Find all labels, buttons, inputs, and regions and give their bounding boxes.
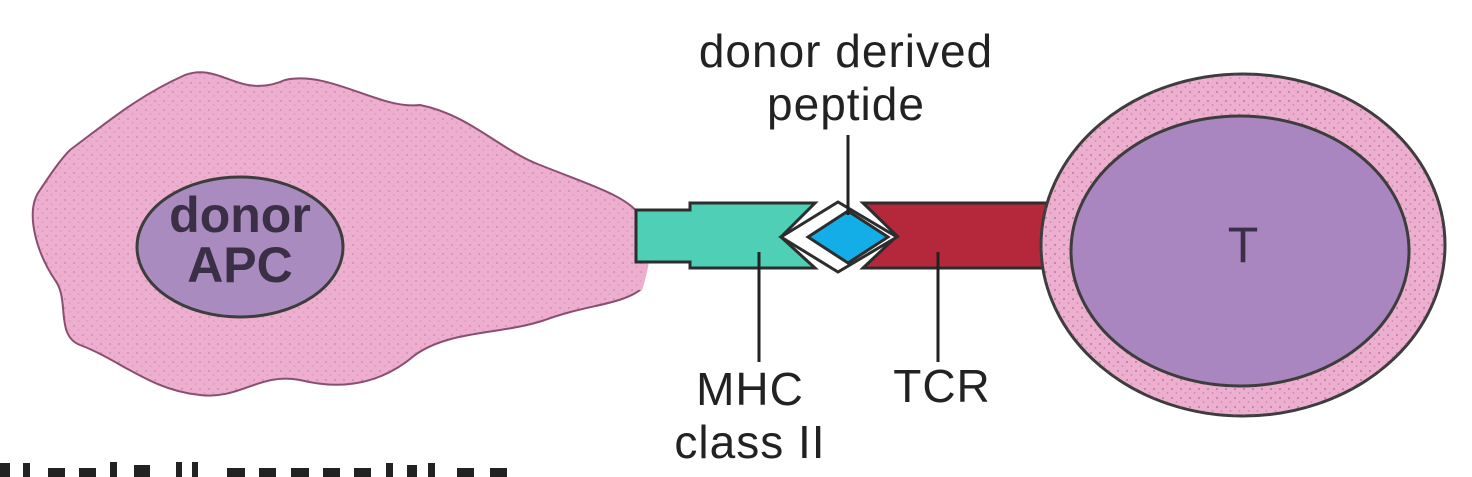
apc-label-line1: donor	[169, 187, 311, 243]
mhc-label-line1: MHC	[696, 363, 804, 415]
donor-peptide	[805, 209, 891, 265]
mhc-label-line2: class II	[674, 416, 825, 468]
apc-label-line2: APC	[187, 237, 293, 293]
apc-nucleus	[135, 175, 345, 319]
t-cell-nucleus	[1069, 114, 1411, 388]
tcr-label: TCR	[893, 360, 991, 412]
mhc-class-ii-molecule	[634, 201, 819, 270]
peptide-label-line2: peptide	[767, 78, 925, 130]
peptide-label-line1: donor derived	[699, 25, 993, 77]
cropped-caption-fragment	[0, 462, 507, 477]
t-cell: T	[1039, 72, 1447, 418]
t-cell-label: T	[1228, 217, 1259, 273]
tcr-molecule	[859, 201, 1060, 270]
